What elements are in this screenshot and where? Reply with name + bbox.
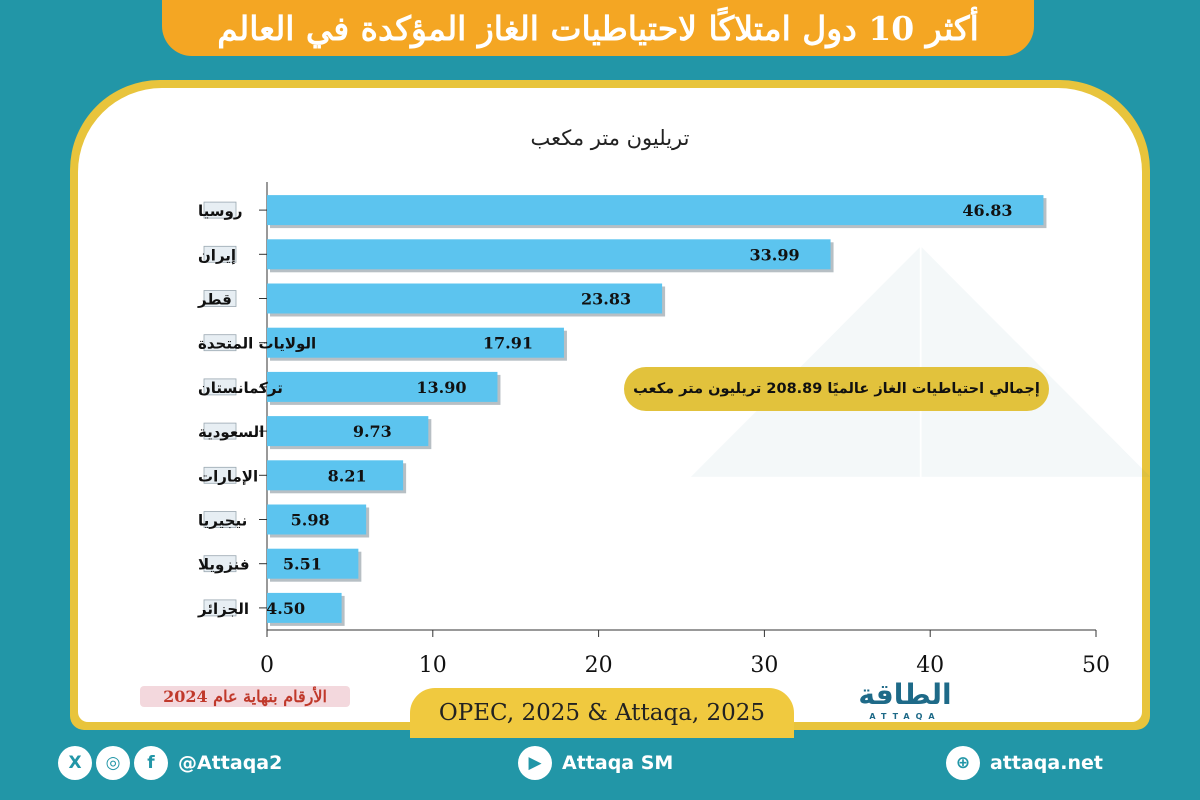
value-label: 23.83 [581, 290, 631, 309]
bar [267, 195, 1044, 226]
category-label: السعودية [198, 423, 264, 441]
value-label: 5.98 [291, 511, 330, 530]
x-tick-label: 10 [419, 653, 447, 678]
attaqa-logo: الطاقة ATTAQA [840, 678, 970, 724]
logo-sub: ATTAQA [869, 712, 941, 721]
flag-icon [203, 466, 237, 484]
x-tick-label: 40 [916, 653, 944, 678]
bar [267, 416, 429, 447]
bar [267, 592, 342, 623]
category-label: إيران [198, 246, 236, 264]
total-callout: إجمالي احتياطيات الغاز عالميًا 208.89 تر… [624, 367, 1049, 411]
website-url[interactable]: attaqa.net [990, 752, 1103, 774]
value-label: 4.50 [266, 599, 305, 618]
bar [267, 504, 367, 535]
bar [267, 239, 831, 270]
value-label: 8.21 [328, 466, 367, 485]
x-tick-label: 20 [585, 653, 613, 678]
x-tick-label: 30 [750, 653, 778, 678]
logo-name: الطاقة [858, 678, 952, 711]
flag-icon [203, 378, 237, 396]
category-label: نيجيريا [198, 512, 247, 530]
x-tick-label: 0 [260, 653, 274, 678]
instagram-icon[interactable]: ◎ [96, 746, 130, 780]
flag-icon [203, 290, 237, 307]
flag-icon [203, 422, 237, 440]
social-handle[interactable]: @Attaqa2 [178, 752, 283, 774]
category-label: فنزويلا [198, 556, 250, 574]
category-label: روسيا [198, 202, 242, 220]
website-link: ⊕ attaqa.net [946, 743, 1103, 783]
x-icon[interactable]: X [58, 746, 92, 780]
source-label: OPEC, 2025 & Attaqa, 2025 [410, 688, 794, 738]
bar [267, 327, 564, 358]
bar [267, 460, 404, 491]
flag-icon [203, 334, 237, 352]
category-label: الولايات المتحدة [198, 335, 316, 353]
category-label: الجزائر [197, 600, 249, 618]
facebook-icon[interactable]: f [134, 746, 168, 780]
flag-icon [203, 555, 237, 573]
category-label: تركمانستان [198, 379, 283, 397]
year-note: الأرقام بنهاية عام 2024 [140, 686, 350, 707]
social-links: X ◎ f @Attaqa2 [58, 743, 282, 783]
youtube-link: ▶ Attaqa SM [518, 743, 673, 783]
bar [267, 371, 498, 402]
youtube-handle[interactable]: Attaqa SM [562, 752, 674, 774]
flag-icon [203, 511, 237, 528]
value-label: 13.90 [416, 378, 466, 397]
x-tick-label: 50 [1082, 653, 1110, 678]
flag-icon [203, 201, 237, 219]
value-label: 46.83 [962, 201, 1012, 220]
category-label: الإمارات [198, 467, 258, 485]
page-title: أكثر 10 دول امتلاكًا لاحتياطيات الغاز ال… [162, 0, 1034, 56]
youtube-icon[interactable]: ▶ [518, 746, 552, 780]
unit-label: تريليون متر مكعب [530, 126, 690, 150]
flag-icon [203, 245, 237, 263]
category-label: قطر [197, 291, 232, 309]
bar [267, 548, 359, 579]
value-label: 9.73 [353, 422, 392, 441]
value-label: 5.51 [283, 555, 322, 574]
globe-icon[interactable]: ⊕ [946, 746, 980, 780]
value-label: 17.91 [483, 334, 533, 353]
bar [267, 283, 663, 314]
flag-icon [203, 599, 237, 617]
value-label: 33.99 [749, 245, 799, 264]
